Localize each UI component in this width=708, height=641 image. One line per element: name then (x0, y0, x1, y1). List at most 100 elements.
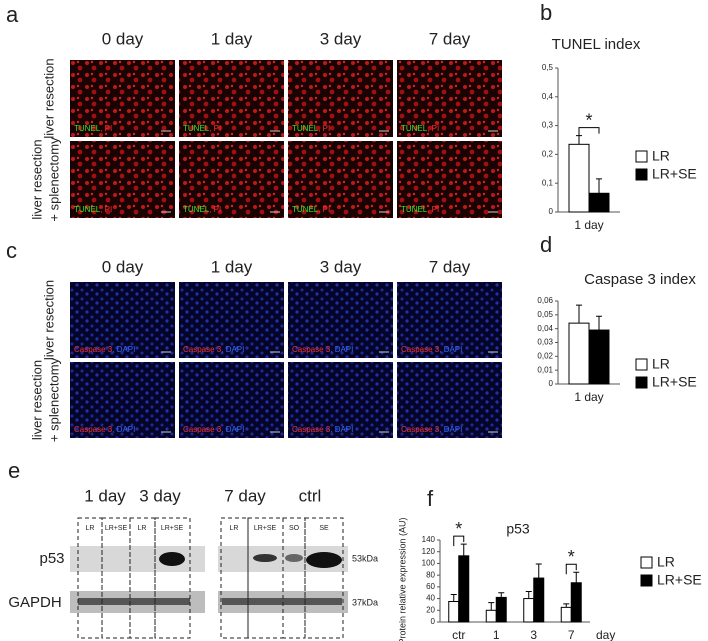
bar (458, 555, 470, 623)
error-bar (576, 304, 582, 324)
bar (495, 596, 507, 623)
stain: , DAPI (112, 345, 135, 354)
legend-swatch (635, 150, 648, 163)
x-tick-label: 1 day (574, 218, 603, 232)
micrograph (179, 60, 284, 137)
stain-label: Caspase 3, DAPI (183, 425, 244, 434)
stain: TUNEL (74, 205, 101, 214)
x-tick-label: 1 day (574, 390, 603, 404)
chart-title: Caspase 3 index (584, 271, 696, 288)
bar (448, 601, 460, 623)
y-tick-label: 140 (422, 535, 436, 544)
y-tick-label: 0,3 (542, 121, 554, 130)
legend-swatch (635, 168, 648, 181)
panel-label: d (540, 232, 552, 257)
legend-label: LR (652, 148, 670, 164)
timepoint: 3 day (139, 486, 181, 505)
micrograph (397, 362, 502, 438)
column-header: 7 day (429, 257, 471, 276)
lane-label: LR+SE (161, 525, 184, 532)
stain: Caspase 3 (292, 425, 331, 434)
row-label: liver resection (41, 58, 56, 138)
bar (588, 192, 610, 213)
error-bar (450, 593, 457, 602)
row-label: liver resection (29, 139, 44, 219)
column-header: 0 day (102, 257, 144, 276)
x-tick-label: 3 (530, 628, 537, 641)
stain: , PI (100, 205, 112, 214)
stain: , PI (318, 124, 330, 133)
stain: TUNEL (183, 205, 210, 214)
stain: , DAPI (221, 425, 244, 434)
bar (523, 598, 535, 623)
legend-swatch (635, 358, 648, 371)
timepoint: ctrl (299, 486, 322, 505)
legend-label: LR+SE (652, 374, 697, 390)
stain: Caspase 3 (401, 345, 440, 354)
stain: TUNEL (401, 205, 428, 214)
micrograph (397, 141, 502, 218)
stain: , PI (427, 205, 439, 214)
stain: , PI (209, 124, 221, 133)
y-tick-label: 0,02 (537, 351, 553, 360)
stain: , PI (209, 205, 221, 214)
bar (568, 322, 590, 385)
stain: TUNEL (292, 124, 319, 133)
column-header: 1 day (211, 257, 253, 276)
y-tick-label: 20 (426, 605, 435, 614)
micrograph (70, 60, 175, 137)
legend-label: LR (652, 356, 670, 372)
stain-label: TUNEL, PI (74, 205, 112, 214)
y-tick-label: 120 (422, 547, 436, 556)
stain-label: TUNEL, PI (183, 124, 221, 133)
micrograph (179, 141, 284, 218)
significance-label: * (568, 547, 575, 567)
y-tick-label: 60 (426, 582, 435, 591)
column-header: 7 day (429, 29, 471, 48)
stain: , DAPI (330, 425, 353, 434)
legend-swatch (640, 574, 653, 587)
error-bar (596, 315, 602, 331)
legend-label: LR (657, 554, 675, 570)
y-tick-label: 0,4 (542, 92, 554, 101)
error-bar (498, 592, 505, 598)
micrograph (288, 362, 393, 438)
stain: , PI (318, 205, 330, 214)
y-tick-label: 40 (426, 594, 435, 603)
bar (570, 582, 582, 623)
stain: Caspase 3 (183, 345, 222, 354)
micrograph (179, 362, 284, 438)
column-header: 1 day (211, 29, 253, 48)
bar (588, 329, 610, 385)
micrograph (70, 141, 175, 218)
blot (70, 517, 348, 639)
protein: p53 (39, 550, 64, 567)
stain: , DAPI (221, 345, 244, 354)
legend-label: LR+SE (657, 572, 702, 588)
bar (533, 577, 545, 623)
error-bar (460, 543, 467, 556)
column-header: 3 day (320, 29, 362, 48)
y-tick-label: 0,5 (542, 63, 554, 72)
stain-label: Caspase 3, DAPI (74, 345, 135, 354)
y-tick-label: 0,06 (537, 296, 553, 305)
lane-label: SE (319, 525, 329, 532)
lane-label: LR (138, 525, 147, 532)
micrograph (288, 60, 393, 137)
micrograph (288, 282, 393, 358)
micrograph (397, 282, 502, 358)
error-bar (488, 602, 495, 611)
significance-bracket (565, 563, 577, 575)
bar (485, 609, 497, 623)
timepoint: 1 day (84, 486, 126, 505)
x-axis-label: day (596, 628, 615, 641)
stain-label: Caspase 3, DAPI (401, 345, 462, 354)
y-axis-label: Protein relative expression (AU) (397, 517, 407, 641)
y-tick-label: 0,01 (537, 365, 553, 374)
column-header: 0 day (102, 29, 144, 48)
stain: , PI (100, 124, 112, 133)
stain-label: Caspase 3, DAPI (292, 345, 353, 354)
micrograph (70, 282, 175, 358)
y-tick-label: 0,1 (542, 178, 554, 187)
